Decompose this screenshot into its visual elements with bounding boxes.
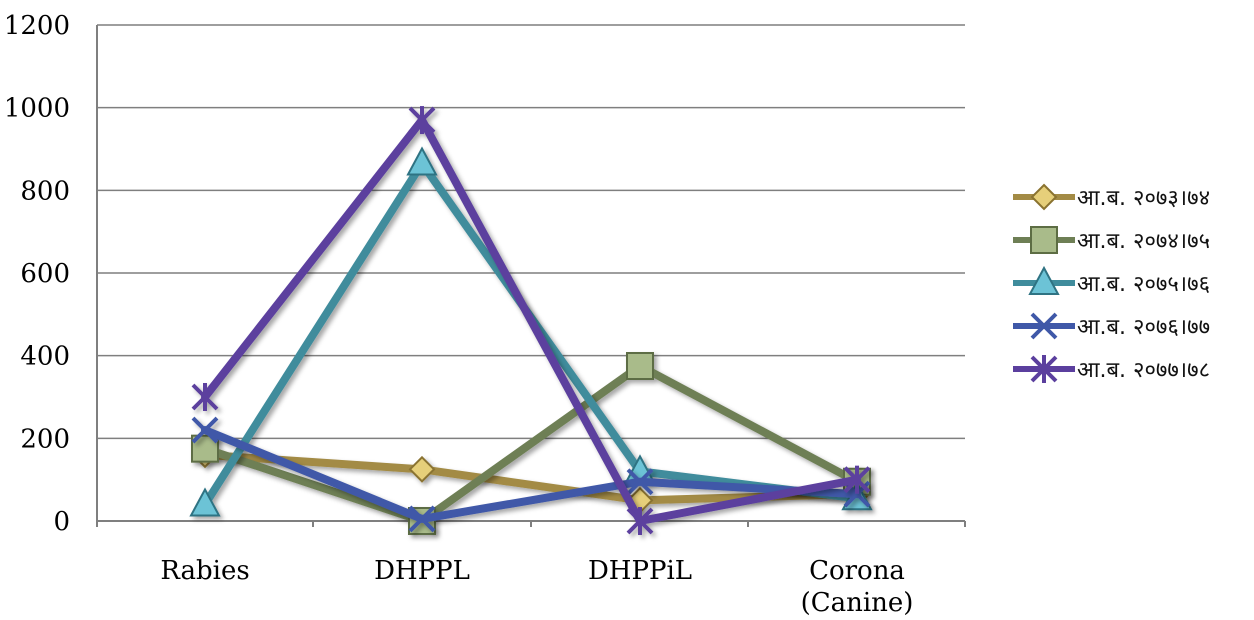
legend-label: आ.ब. २०७३।७४ <box>1077 186 1210 211</box>
legend-entry: आ.ब. २०७४।७५ <box>1013 226 1210 254</box>
y-tick-label: 0 <box>53 507 70 537</box>
x-axis-category-labels: Rabies DHPPL DHPPiL Corona (Canine) <box>160 556 913 618</box>
legend-marker <box>1030 312 1058 340</box>
legend-label: आ.ब. २०७४।७५ <box>1077 229 1210 254</box>
legend-marker <box>1030 355 1058 383</box>
y-tick-label: 800 <box>20 176 70 206</box>
series-lines <box>189 106 873 535</box>
y-tick-label: 400 <box>20 342 70 372</box>
data-point-marker <box>191 416 219 444</box>
legend-entry: आ.ब. २०७६।७७ <box>1013 312 1210 340</box>
legend-label: आ.ब. २०७५।७६ <box>1077 272 1210 297</box>
series-line <box>201 426 861 523</box>
legend-entry: आ.ब. २०७७।७८ <box>1013 355 1210 383</box>
legend-label: आ.ब. २०७७।७८ <box>1077 358 1210 383</box>
legend-entry: आ.ब. २०७५।७६ <box>1013 265 1210 297</box>
legend: आ.ब. २०७३।७४ आ.ब. २०७४।७५ आ.ब. २०७५।७६ आ.ब.… <box>1013 183 1210 383</box>
data-point-marker <box>408 106 436 135</box>
y-axis-tick-labels: 0 200 400 600 800 1000 1200 <box>4 11 70 537</box>
series-2 <box>191 352 871 535</box>
data-point-marker <box>843 465 871 494</box>
y-tick-label: 1000 <box>4 94 70 124</box>
y-tick-label: 200 <box>20 424 70 454</box>
data-point-marker <box>191 434 219 463</box>
data-point-marker <box>626 352 654 380</box>
data-point-marker <box>406 146 438 176</box>
y-tick-label: 1200 <box>4 11 70 41</box>
series-line <box>201 116 861 525</box>
series-5 <box>191 106 871 535</box>
x-category-label: Rabies <box>160 556 249 586</box>
legend-marker <box>1028 265 1060 295</box>
x-category-label: Corona (Canine) <box>801 556 914 618</box>
series-4 <box>191 416 871 533</box>
series-line <box>201 362 861 525</box>
legend-marker <box>1030 183 1058 211</box>
x-category-label: DHPPL <box>374 556 470 586</box>
data-point-marker <box>408 455 436 483</box>
data-point-marker <box>191 383 219 411</box>
legend-entry: आ.ब. २०७३।७४ <box>1013 183 1210 211</box>
x-category-label: DHPPiL <box>588 556 692 586</box>
series-line <box>201 159 861 509</box>
gridlines <box>96 24 966 527</box>
legend-label: आ.ब. २०७६।७७ <box>1077 315 1210 340</box>
data-point-marker <box>626 468 654 496</box>
y-tick-label: 600 <box>20 259 70 289</box>
data-point-marker <box>189 487 221 517</box>
data-point-marker <box>626 507 654 535</box>
legend-marker <box>1030 226 1058 254</box>
data-point-marker <box>408 505 436 533</box>
